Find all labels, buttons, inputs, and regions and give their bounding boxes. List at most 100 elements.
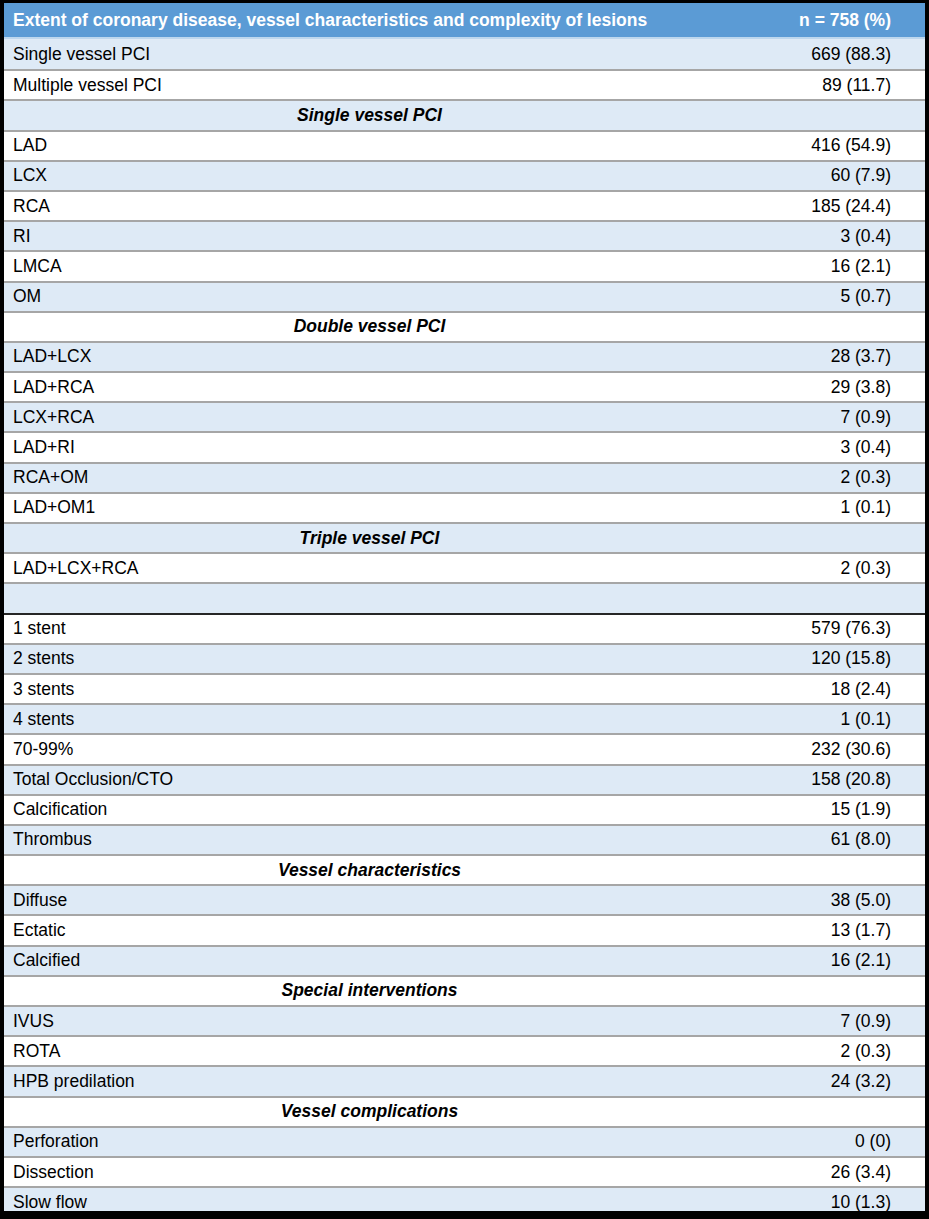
row-label: LAD+RCA — [4, 377, 735, 398]
row-label: HPB predilation — [4, 1071, 735, 1092]
table-row: OM 5 (0.7) — [4, 281, 925, 311]
row-label: 3 stents — [4, 679, 735, 700]
table-row: LAD 416 (54.9) — [4, 130, 925, 160]
row-label: Dissection — [4, 1162, 735, 1183]
section-header-row: Single vessel PCI — [4, 99, 925, 129]
row-value: 158 (20.8) — [735, 769, 925, 790]
table-header-row: Extent of coronary disease, vessel chara… — [4, 3, 925, 39]
row-value: 3 (0.4) — [735, 226, 925, 247]
row-label: Single vessel PCI — [4, 105, 735, 126]
row-value: 5 (0.7) — [735, 286, 925, 307]
row-value: 2 (0.3) — [735, 467, 925, 488]
section-header-row: Vessel characteristics — [4, 854, 925, 884]
table-row: Diffuse 38 (5.0) — [4, 884, 925, 914]
row-label: 4 stents — [4, 709, 735, 730]
table-row: 1 stent 579 (76.3) — [4, 613, 925, 643]
row-value: 1 (0.1) — [735, 497, 925, 518]
row-label: LAD+LCX — [4, 346, 735, 367]
row-label: LAD+OM1 — [4, 497, 735, 518]
row-value: 416 (54.9) — [735, 135, 925, 156]
row-value: 3 (0.4) — [735, 437, 925, 458]
table-row: IVUS 7 (0.9) — [4, 1005, 925, 1035]
row-label: Calcified — [4, 950, 735, 971]
row-label: 70-99% — [4, 739, 735, 760]
row-label: Vessel complications — [4, 1101, 735, 1122]
row-label: Vessel characteristics — [4, 860, 735, 881]
row-value: 16 (2.1) — [735, 256, 925, 277]
table-row: LAD+OM1 1 (0.1) — [4, 492, 925, 522]
row-label: LAD+LCX+RCA — [4, 558, 735, 579]
row-value: 7 (0.9) — [735, 1011, 925, 1032]
row-label: Double vessel PCI — [4, 316, 735, 337]
row-value: 28 (3.7) — [735, 346, 925, 367]
table-row: LAD+LCX+RCA 2 (0.3) — [4, 552, 925, 582]
row-value: 13 (1.7) — [735, 920, 925, 941]
row-label: Thrombus — [4, 829, 735, 850]
table-row: Total Occlusion/CTO 158 (20.8) — [4, 764, 925, 794]
row-value: 10 (1.3) — [735, 1192, 925, 1213]
row-label: LCX — [4, 165, 735, 186]
row-value: 29 (3.8) — [735, 377, 925, 398]
row-value: 26 (3.4) — [735, 1162, 925, 1183]
row-value: 61 (8.0) — [735, 829, 925, 850]
row-label: Single vessel PCI — [4, 44, 735, 65]
table-row: LMCA 16 (2.1) — [4, 250, 925, 280]
row-label: Perforation — [4, 1131, 735, 1152]
row-label: Triple vessel PCI — [4, 528, 735, 549]
table-title: Extent of coronary disease, vessel chara… — [4, 10, 735, 31]
table-row: LCX+RCA 7 (0.9) — [4, 401, 925, 431]
table-row: Dissection 26 (3.4) — [4, 1156, 925, 1186]
table-row: RI 3 (0.4) — [4, 220, 925, 250]
table-row: LAD+RCA 29 (3.8) — [4, 371, 925, 401]
table-row: ROTA 2 (0.3) — [4, 1035, 925, 1065]
table-row: LAD+RI 3 (0.4) — [4, 431, 925, 461]
row-value: 232 (30.6) — [735, 739, 925, 760]
row-label: LCX+RCA — [4, 407, 735, 428]
row-label: Calcification — [4, 799, 735, 820]
section-header-row: Vessel complications — [4, 1096, 925, 1126]
row-value: 669 (88.3) — [735, 44, 925, 65]
row-value: 7 (0.9) — [735, 407, 925, 428]
row-value: 0 (0) — [735, 1131, 925, 1152]
table-row: HPB predilation 24 (3.2) — [4, 1065, 925, 1095]
row-label: IVUS — [4, 1011, 735, 1032]
row-label: ROTA — [4, 1041, 735, 1062]
empty-row — [4, 582, 925, 612]
table-row: Calcified 16 (2.1) — [4, 945, 925, 975]
sample-size-column-header: n = 758 (%) — [735, 10, 925, 31]
table-row: 2 stents 120 (15.8) — [4, 643, 925, 673]
row-label: LMCA — [4, 256, 735, 277]
table-body: Single vessel PCI 669 (88.3) Multiple ve… — [4, 39, 925, 1216]
table-row: Slow flow 10 (1.3) — [4, 1186, 925, 1216]
row-label: Slow flow — [4, 1192, 735, 1213]
row-label: LAD+RI — [4, 437, 735, 458]
row-label: Total Occlusion/CTO — [4, 769, 735, 790]
row-value: 120 (15.8) — [735, 648, 925, 669]
row-label: 2 stents — [4, 648, 735, 669]
row-value: 89 (11.7) — [735, 75, 925, 96]
table-row: Thrombus 61 (8.0) — [4, 824, 925, 854]
section-header-row: Special interventions — [4, 975, 925, 1005]
row-label: RI — [4, 226, 735, 247]
table-row: LAD+LCX 28 (3.7) — [4, 341, 925, 371]
row-value: 24 (3.2) — [735, 1071, 925, 1092]
table-row: Perforation 0 (0) — [4, 1126, 925, 1156]
row-label: Special interventions — [4, 980, 735, 1001]
row-value: 1 (0.1) — [735, 709, 925, 730]
row-value: 60 (7.9) — [735, 165, 925, 186]
lesion-characteristics-table: Extent of coronary disease, vessel chara… — [0, 0, 929, 1219]
row-value: 18 (2.4) — [735, 679, 925, 700]
table-row: Multiple vessel PCI 89 (11.7) — [4, 69, 925, 99]
table-row: Ectatic 13 (1.7) — [4, 914, 925, 944]
row-label: RCA+OM — [4, 467, 735, 488]
row-label: 1 stent — [4, 618, 735, 639]
row-value: 16 (2.1) — [735, 950, 925, 971]
row-label: Ectatic — [4, 920, 735, 941]
row-label: OM — [4, 286, 735, 307]
table-row: 70-99% 232 (30.6) — [4, 733, 925, 763]
table-row: RCA+OM 2 (0.3) — [4, 462, 925, 492]
row-label: Diffuse — [4, 890, 735, 911]
table-row: LCX 60 (7.9) — [4, 160, 925, 190]
row-value: 185 (24.4) — [735, 196, 925, 217]
row-label: RCA — [4, 196, 735, 217]
